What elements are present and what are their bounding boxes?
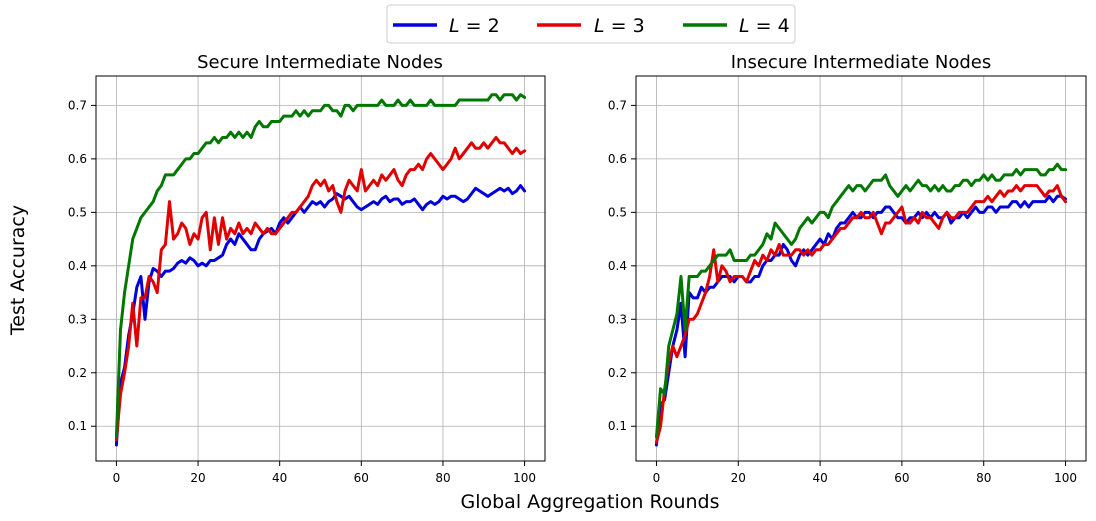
legend-label-l3: L = 3 bbox=[594, 15, 645, 37]
x-axis-label: Global Aggregation Rounds bbox=[460, 491, 719, 513]
tick-label-y-insecure-1: 0.2 bbox=[608, 366, 627, 380]
tick-label-y-insecure-3: 0.4 bbox=[608, 259, 627, 273]
ticks-insecure: 0 20 40 60 80 100 0.1 0.2 0.3 0.4 0.5 0.6 0.7 bbox=[608, 98, 1077, 485]
series-line-secure-l2 bbox=[114, 184, 527, 447]
series-line-secure-l4 bbox=[114, 93, 527, 439]
series-line-insecure-l2 bbox=[654, 194, 1068, 447]
tick-label-y-insecure-0: 0.1 bbox=[608, 419, 627, 433]
tick-label-y-secure-1: 0.2 bbox=[68, 366, 87, 380]
tick-label-y-secure-0: 0.1 bbox=[68, 419, 87, 433]
legend-label-l2: L = 2 bbox=[449, 15, 500, 37]
legend-label-l4: L = 4 bbox=[739, 15, 790, 37]
tick-label-y-insecure-5: 0.6 bbox=[608, 152, 627, 166]
legend: L = 2 L = 3 L = 4 bbox=[386, 4, 796, 44]
series-line-insecure-l3 bbox=[654, 184, 1068, 444]
legend-rest-l2: = 2 bbox=[460, 15, 500, 37]
plot-frame-insecure bbox=[635, 75, 1087, 462]
legend-var-l4: L bbox=[739, 15, 750, 37]
grid-secure bbox=[96, 76, 545, 461]
tick-label-x-insecure-1: 20 bbox=[731, 471, 746, 485]
tick-label-y-insecure-4: 0.5 bbox=[608, 205, 627, 219]
tick-label-y-secure-6: 0.7 bbox=[68, 98, 87, 112]
series-line-insecure-l4 bbox=[654, 162, 1068, 439]
series-line-secure-l3 bbox=[114, 135, 527, 442]
tick-label-x-secure-2: 40 bbox=[272, 471, 287, 485]
series-layer-secure bbox=[114, 93, 527, 447]
legend-rest-l4: = 4 bbox=[750, 15, 790, 37]
tick-label-x-insecure-2: 40 bbox=[812, 471, 827, 485]
subplot-title-secure: Secure Intermediate Nodes bbox=[197, 52, 443, 73]
series-layer-insecure bbox=[654, 162, 1068, 447]
tick-label-y-secure-5: 0.6 bbox=[68, 152, 87, 166]
tick-label-x-insecure-3: 60 bbox=[894, 471, 909, 485]
grid-insecure bbox=[636, 76, 1086, 461]
ticks-secure: 0 20 40 60 80 100 0.1 0.2 0.3 0.4 0.5 0.6 0.7 bbox=[68, 98, 536, 485]
tick-label-x-secure-5: 100 bbox=[513, 471, 536, 485]
subplot-insecure: Insecure Intermediate Nodes 0 20 40 60 80 100… bbox=[608, 52, 1087, 485]
tick-label-x-secure-4: 80 bbox=[435, 471, 450, 485]
legend-frame bbox=[386, 4, 796, 44]
tick-label-y-secure-2: 0.3 bbox=[68, 312, 87, 326]
legend-var-l3: L bbox=[594, 15, 605, 37]
subplot-secure: Secure Intermediate Nodes 0 20 40 60 80 100 0.… bbox=[68, 52, 546, 485]
y-axis-label: Test Accuracy bbox=[7, 205, 29, 336]
tick-label-x-insecure-5: 100 bbox=[1054, 471, 1077, 485]
tick-label-y-secure-4: 0.5 bbox=[68, 205, 87, 219]
tick-label-x-secure-3: 60 bbox=[354, 471, 369, 485]
plot-frame-secure bbox=[95, 75, 546, 462]
tick-label-y-insecure-2: 0.3 bbox=[608, 312, 627, 326]
tick-label-y-insecure-6: 0.7 bbox=[608, 98, 627, 112]
subplot-title-insecure: Insecure Intermediate Nodes bbox=[731, 52, 991, 73]
legend-rest-l3: = 3 bbox=[605, 15, 645, 37]
tick-label-y-secure-3: 0.4 bbox=[68, 259, 87, 273]
tick-label-x-secure-1: 20 bbox=[190, 471, 205, 485]
legend-var-l2: L bbox=[449, 15, 460, 37]
tick-label-x-insecure-0: 0 bbox=[653, 471, 661, 485]
tick-label-x-secure-0: 0 bbox=[113, 471, 121, 485]
tick-label-x-insecure-4: 80 bbox=[976, 471, 991, 485]
